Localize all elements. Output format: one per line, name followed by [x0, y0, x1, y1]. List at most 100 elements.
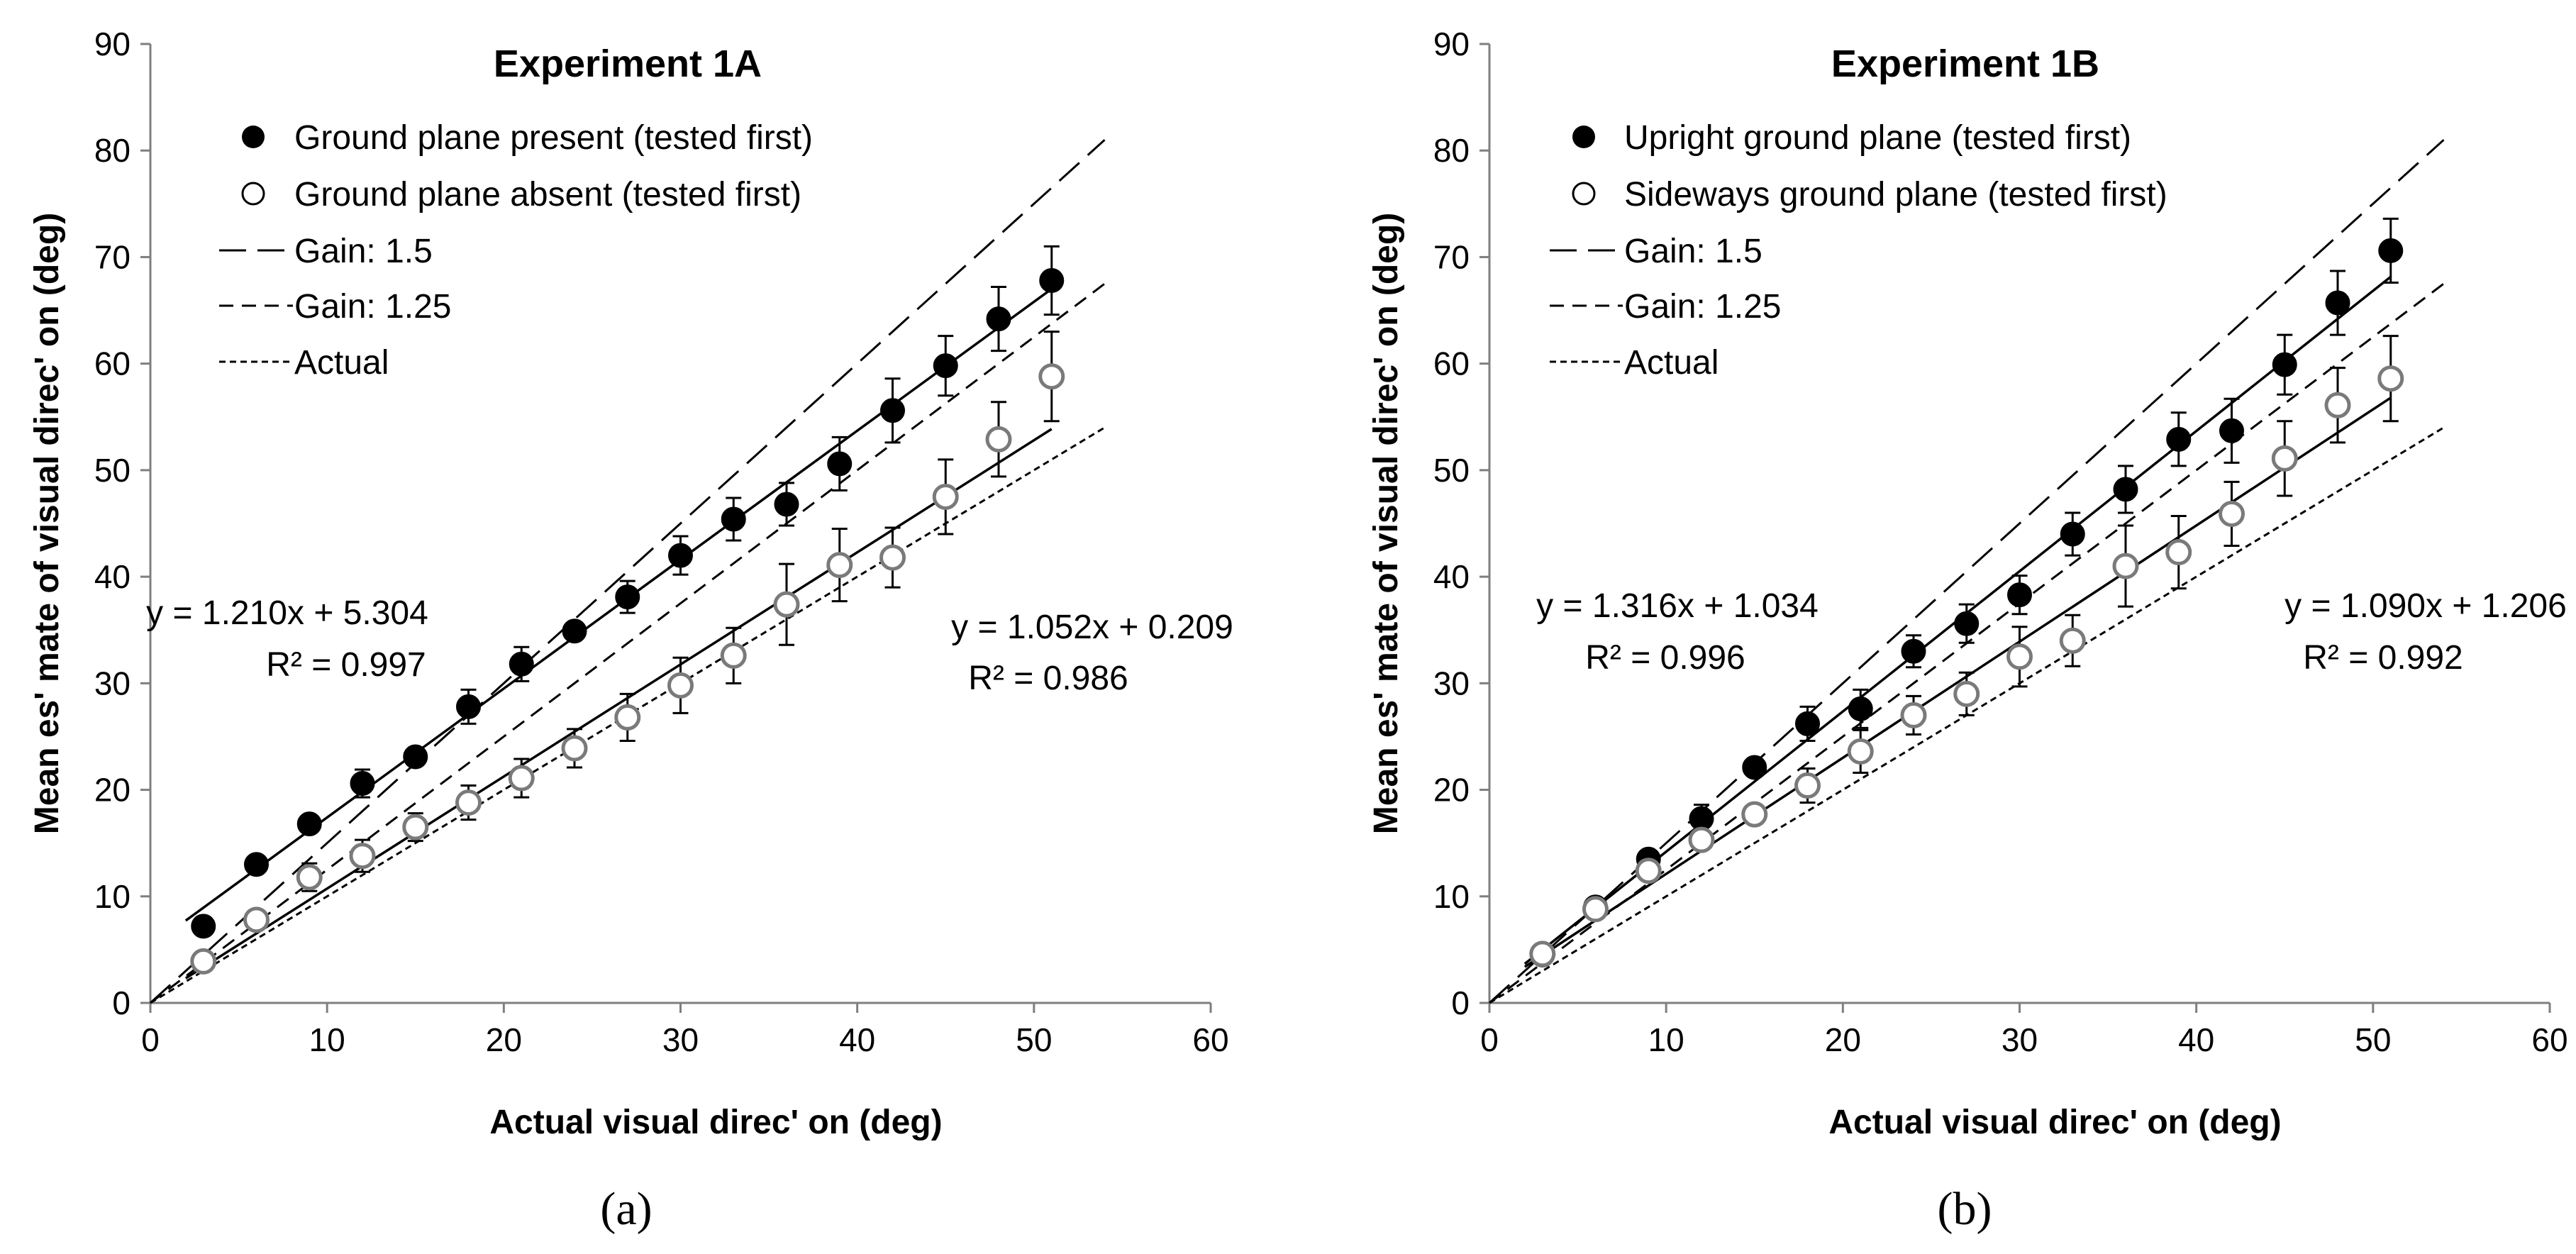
legend-label: Gain: 1.5 — [1624, 233, 1762, 270]
x-tick-label: 40 — [2178, 1021, 2214, 1058]
data-point-open — [2271, 445, 2298, 472]
data-point-filled — [1689, 806, 1714, 831]
legend-marker-filled — [242, 126, 265, 148]
fit-equation: y = 1.052x + 0.209 — [951, 609, 1233, 646]
x-tick-label: 40 — [839, 1021, 875, 1058]
trendline — [184, 428, 1053, 980]
x-tick-label: 0 — [1480, 1021, 1499, 1058]
y-tick-label: 60 — [94, 345, 131, 382]
x-axis-label: Actual visual direc' on (deg) — [1828, 1104, 2281, 1141]
y-tick-label: 70 — [94, 238, 131, 275]
x-tick-label: 60 — [1192, 1021, 1228, 1058]
data-point-filled — [296, 811, 322, 837]
data-point-open — [190, 948, 217, 975]
fit-r-squared: R² = 0.992 — [2303, 639, 2463, 677]
data-point-open — [932, 483, 959, 510]
data-point-open — [1953, 680, 1980, 707]
data-point-filled — [986, 306, 1011, 332]
data-point-open — [2219, 500, 2245, 527]
data-point-open — [614, 704, 641, 731]
data-point-filled — [191, 914, 216, 939]
trendline — [1523, 396, 2392, 968]
y-tick-label: 30 — [94, 665, 131, 701]
y-tick-label: 70 — [1433, 238, 1470, 275]
legend-label: Ground plane absent (tested first) — [294, 176, 801, 213]
data-point-filled — [2325, 290, 2350, 316]
panel-caption: (b) — [1938, 1183, 1992, 1235]
data-point-open — [561, 735, 588, 762]
data-point-filled — [403, 744, 428, 770]
x-tick-label: 10 — [1648, 1021, 1684, 1058]
y-tick-label: 90 — [94, 26, 131, 62]
data-point-open — [1900, 701, 1927, 728]
data-point-filled — [1039, 267, 1065, 293]
data-point-open — [455, 789, 482, 816]
legend-label: Sideways ground plane (tested first) — [1624, 176, 2167, 213]
y-tick-label: 50 — [1433, 452, 1470, 489]
x-tick-label: 60 — [2531, 1021, 2567, 1058]
data-point-open — [720, 642, 747, 669]
panel-caption: (a) — [600, 1183, 652, 1235]
data-point-open — [296, 864, 323, 891]
data-point-open — [243, 906, 270, 933]
data-point-filled — [774, 492, 799, 517]
data-point-filled — [350, 771, 375, 797]
y-tick-label: 10 — [1433, 878, 1470, 915]
chart-panel-b: 0 10 20 30 40 50 60 70 80 90 0 10 20 30 40 50 60 Actual v… — [1367, 26, 2568, 1235]
x-tick-label: 30 — [2002, 1021, 2038, 1058]
data-point-filled — [880, 398, 905, 423]
data-point-open — [2165, 539, 2192, 566]
data-point-open — [1794, 772, 1821, 799]
data-point-filled — [2166, 426, 2192, 452]
data-point-open — [985, 426, 1012, 453]
data-point-open — [667, 672, 694, 699]
y-tick-label: 50 — [94, 452, 131, 489]
y-tick-label: 20 — [1433, 772, 1470, 809]
fit-r-squared: R² = 0.996 — [1585, 639, 1745, 677]
data-point-filled — [244, 852, 269, 877]
data-point-filled — [827, 451, 853, 477]
data-point-filled — [1795, 711, 1820, 736]
y-tick-label: 40 — [94, 558, 131, 595]
data-point-open — [1529, 940, 1556, 967]
y-axis-label: Mean es' mate of visual direc' on (deg) — [28, 213, 66, 834]
y-tick-label: 20 — [94, 772, 131, 809]
data-point-filled — [2060, 521, 2085, 547]
data-point-open — [1741, 801, 1768, 828]
legend-label: Gain: 1.25 — [1624, 288, 1781, 326]
data-point-filled — [2272, 352, 2297, 377]
x-tick-label: 50 — [2355, 1021, 2391, 1058]
data-point-filled — [721, 506, 746, 532]
fit-r-squared: R² = 0.986 — [968, 660, 1128, 697]
data-point-filled — [2219, 418, 2244, 443]
x-tick-label: 30 — [662, 1021, 699, 1058]
data-point-open — [2324, 392, 2351, 418]
data-point-filled — [2378, 238, 2404, 263]
data-point-filled — [1954, 611, 1980, 636]
fit-equation: y = 1.316x + 1.034 — [1536, 587, 1819, 625]
data-point-open — [879, 544, 906, 571]
data-point-open — [508, 765, 535, 792]
fit-equation: y = 1.090x + 1.206 — [2284, 587, 2567, 625]
y-tick-label: 0 — [112, 984, 131, 1021]
data-point-open — [2006, 643, 2033, 670]
data-point-filled — [456, 694, 481, 719]
data-point-filled — [933, 353, 958, 379]
legend-label: Gain: 1.5 — [294, 233, 433, 270]
y-tick-label: 10 — [94, 878, 131, 915]
legend-label: Gain: 1.25 — [294, 288, 451, 326]
data-point-filled — [509, 651, 534, 677]
data-point-open — [1038, 363, 1065, 390]
x-tick-label: 20 — [1825, 1021, 1861, 1058]
y-tick-label: 0 — [1451, 984, 1470, 1021]
data-point-open — [826, 552, 853, 579]
data-point-open — [349, 843, 376, 870]
y-tick-label: 90 — [1433, 26, 1470, 62]
x-tick-label: 20 — [486, 1021, 522, 1058]
reference-line — [150, 282, 1106, 1004]
data-point-filled — [615, 584, 640, 610]
data-point-open — [773, 591, 800, 618]
data-point-open — [1635, 858, 1662, 884]
legend-label: Actual — [1624, 344, 1719, 382]
